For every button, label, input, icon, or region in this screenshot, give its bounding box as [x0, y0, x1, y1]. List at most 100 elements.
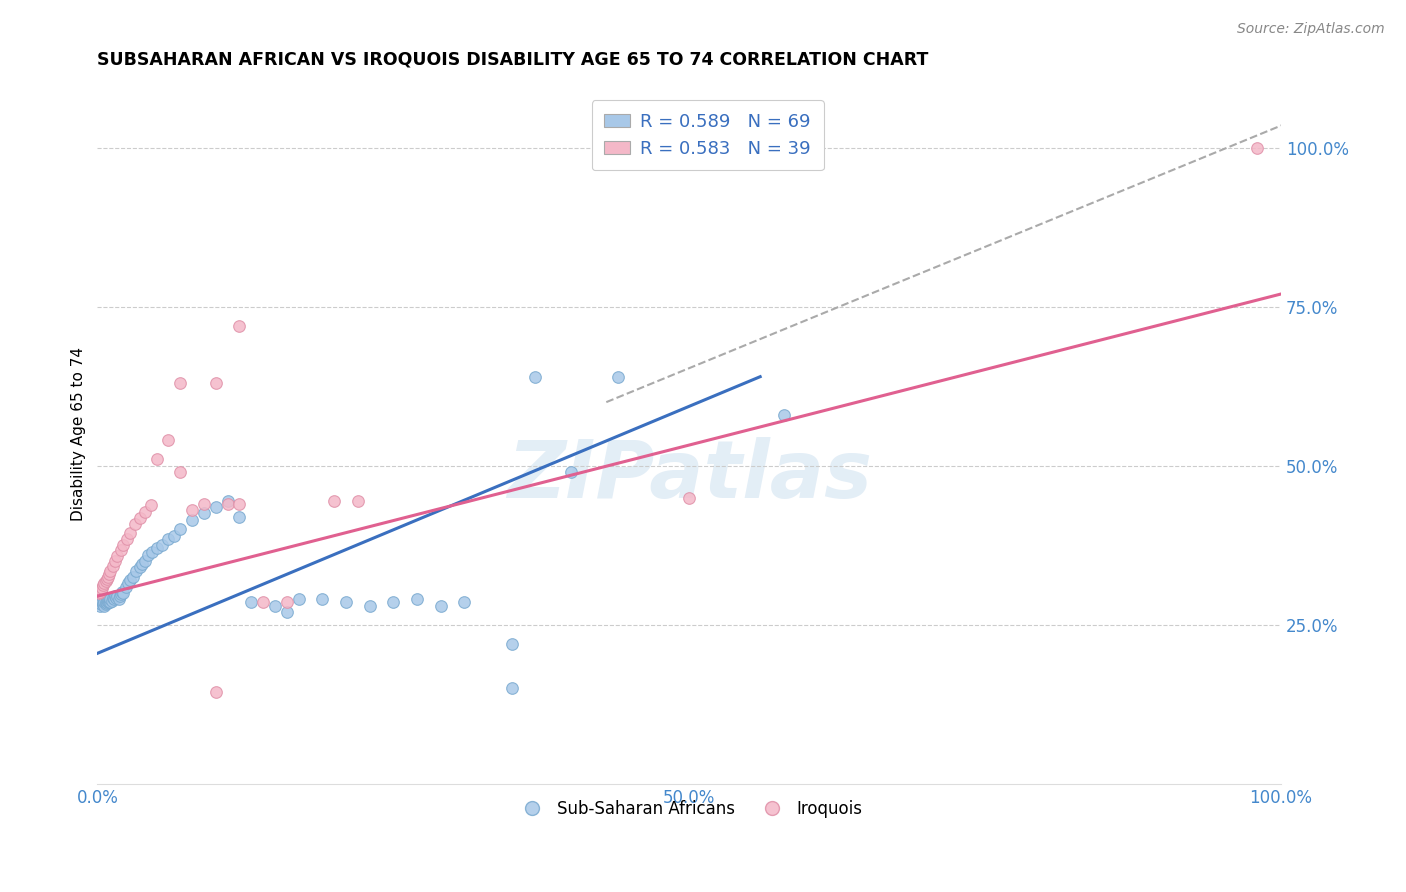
Point [101, 591, 124, 605]
Point [96, 596, 118, 610]
Point [217, 493, 239, 508]
Text: ZIPatlas: ZIPatlas [506, 437, 872, 515]
Y-axis label: Disability Age 65 to 74: Disability Age 65 to 74 [72, 347, 86, 521]
Point [169, 522, 191, 536]
Point [94, 595, 117, 609]
Point [91, 591, 114, 605]
Point [108, 589, 131, 603]
Point [163, 529, 186, 543]
Point [98, 564, 121, 578]
Text: Source: ZipAtlas.com: Source: ZipAtlas.com [1237, 22, 1385, 37]
Point [323, 493, 346, 508]
Point [110, 542, 132, 557]
Point [98, 591, 121, 605]
Point [382, 595, 405, 609]
Point [524, 369, 547, 384]
Point [98, 595, 121, 609]
Point [117, 576, 139, 591]
Point [287, 592, 309, 607]
Point [103, 592, 125, 607]
Point [96, 572, 118, 586]
Point [110, 587, 132, 601]
Point [97, 592, 120, 607]
Point [141, 544, 163, 558]
Point [252, 595, 274, 609]
Point [114, 580, 136, 594]
Point [129, 560, 152, 574]
Point [104, 554, 127, 568]
Point [89, 593, 111, 607]
Point [204, 500, 226, 514]
Point [94, 598, 117, 612]
Point [120, 573, 142, 587]
Point [311, 592, 333, 607]
Point [145, 452, 167, 467]
Point [100, 593, 122, 607]
Point [107, 592, 129, 607]
Point [217, 497, 239, 511]
Point [121, 570, 143, 584]
Point [93, 576, 115, 591]
Point [181, 503, 204, 517]
Point [228, 497, 250, 511]
Text: SUBSAHARAN AFRICAN VS IROQUOIS DISABILITY AGE 65 TO 74 CORRELATION CHART: SUBSAHARAN AFRICAN VS IROQUOIS DISABILIT… [97, 51, 929, 69]
Point [139, 498, 162, 512]
Point [134, 504, 156, 518]
Point [134, 554, 156, 568]
Point [346, 493, 368, 508]
Point [111, 584, 134, 599]
Point [90, 592, 112, 607]
Point [501, 681, 523, 696]
Point [91, 595, 114, 609]
Point [359, 599, 381, 613]
Point [91, 597, 114, 611]
Point [90, 598, 112, 612]
Point [98, 566, 121, 581]
Point [94, 574, 117, 589]
Point [429, 599, 451, 613]
Point [204, 684, 226, 698]
Point [131, 558, 153, 572]
Point [101, 559, 124, 574]
Point [91, 578, 114, 592]
Point [145, 541, 167, 556]
Point [89, 599, 111, 613]
Point [97, 595, 120, 609]
Point [228, 318, 250, 333]
Point [98, 592, 121, 607]
Point [181, 513, 204, 527]
Point [772, 408, 794, 422]
Point [157, 434, 180, 448]
Point [124, 517, 146, 532]
Point [104, 589, 127, 603]
Point [240, 595, 263, 609]
Point [112, 586, 135, 600]
Point [678, 491, 700, 505]
Point [276, 605, 298, 619]
Point [169, 465, 191, 479]
Point [90, 582, 112, 597]
Point [125, 564, 148, 578]
Point [91, 593, 114, 607]
Point [107, 549, 129, 563]
Point [87, 595, 110, 609]
Point [107, 589, 129, 603]
Point [112, 538, 135, 552]
Point [105, 591, 128, 605]
Point [406, 592, 429, 607]
Legend: Sub-Saharan Africans, Iroquois: Sub-Saharan Africans, Iroquois [509, 793, 869, 824]
Point [152, 538, 174, 552]
Point [193, 497, 215, 511]
Point [89, 584, 111, 599]
Point [453, 595, 475, 609]
Point [1246, 141, 1268, 155]
Point [193, 507, 215, 521]
Point [607, 369, 630, 384]
Point [91, 581, 114, 595]
Point [501, 637, 523, 651]
Point [129, 511, 152, 525]
Point [264, 599, 287, 613]
Point [276, 595, 298, 609]
Point [93, 599, 115, 613]
Point [560, 465, 582, 479]
